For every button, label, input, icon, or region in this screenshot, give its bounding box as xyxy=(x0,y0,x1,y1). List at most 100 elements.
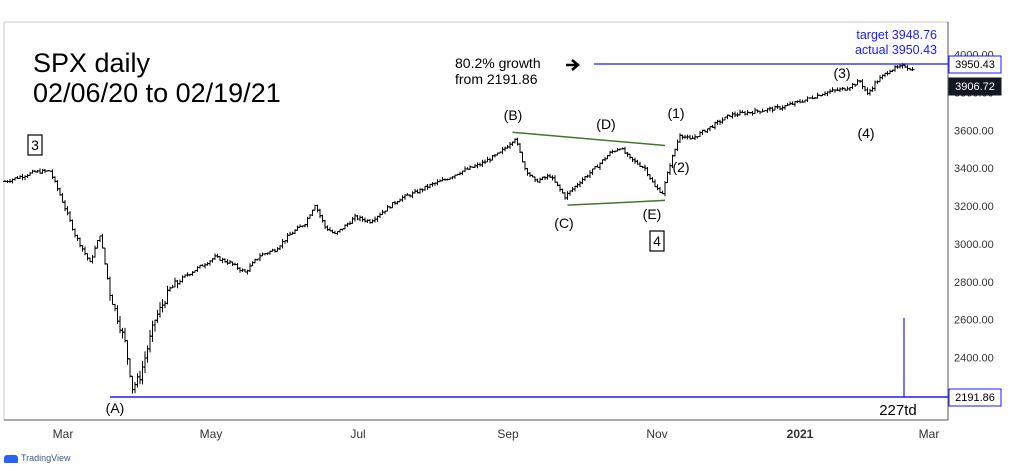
price-bar xyxy=(705,128,710,133)
price-bar xyxy=(663,181,667,197)
price-bar xyxy=(40,168,45,174)
price-bar xyxy=(235,262,240,270)
duration-label: 227td xyxy=(879,402,917,419)
price-bar xyxy=(220,257,225,264)
price-bar xyxy=(173,277,177,288)
price-bar xyxy=(150,320,155,342)
price-bar xyxy=(910,67,915,71)
price-bar xyxy=(868,88,872,96)
y-tick-label: 3000.00 xyxy=(954,239,994,251)
price-bar xyxy=(130,375,135,394)
price-bar xyxy=(440,176,445,182)
price-bar xyxy=(273,248,277,253)
x-tick-label: Mar xyxy=(53,427,74,441)
price-bar xyxy=(250,261,255,267)
x-tick-label: 2021 xyxy=(787,427,814,441)
price-bar xyxy=(525,167,530,176)
price-bar xyxy=(575,182,580,188)
tradingview-watermark: TradingView xyxy=(4,453,71,463)
price-bar xyxy=(153,319,157,332)
price-bar xyxy=(203,262,207,269)
y-tick-label: 2600.00 xyxy=(954,315,994,327)
price-bar xyxy=(140,360,145,385)
wave-label: (4) xyxy=(857,125,874,141)
price-bar xyxy=(545,173,550,180)
price-bar xyxy=(353,213,357,222)
price-bar xyxy=(430,182,435,187)
wave-label: 3 xyxy=(27,134,43,156)
wave-box xyxy=(27,134,43,156)
price-bar xyxy=(65,206,70,216)
price-bar xyxy=(773,105,777,111)
price-bar xyxy=(538,177,542,184)
price-bar xyxy=(180,275,185,283)
price-bar xyxy=(225,259,230,265)
price-bar xyxy=(363,217,367,223)
price-tag-text: 3950.43 xyxy=(955,59,995,71)
wave-label: 4 xyxy=(649,230,665,252)
wave-label: (D) xyxy=(596,116,615,132)
price-bar xyxy=(288,231,292,236)
chart-title: SPX daily 02/06/20 to 02/19/21 xyxy=(33,48,281,108)
price-bar xyxy=(295,225,300,231)
title-line-2: 02/06/20 to 02/19/21 xyxy=(33,78,281,108)
wave-label: (1) xyxy=(667,105,684,121)
price-bar xyxy=(360,216,365,222)
price-bar xyxy=(133,382,137,394)
price-bar xyxy=(508,142,512,149)
y-tick-label: 3400.00 xyxy=(954,163,994,175)
price-bar xyxy=(378,212,382,219)
price-bar xyxy=(385,204,390,212)
price-bar xyxy=(855,79,860,86)
price-bar xyxy=(468,165,472,170)
price-bar xyxy=(905,65,910,71)
price-bar xyxy=(73,228,77,238)
wave-label: (C) xyxy=(554,215,573,231)
price-bar xyxy=(475,162,480,169)
price-bar xyxy=(148,329,152,353)
growth-line-1: 80.2% growth xyxy=(455,55,541,71)
price-bar xyxy=(163,300,167,309)
price-bar xyxy=(668,163,672,175)
growth-line-2: from 2191.86 xyxy=(455,71,538,87)
price-bar xyxy=(315,204,320,213)
price-bar xyxy=(350,216,355,224)
wave-box xyxy=(649,230,665,252)
wave-text: (B) xyxy=(504,107,523,123)
price-bar xyxy=(103,247,107,265)
triangle-upper-line xyxy=(512,131,666,147)
price-bar xyxy=(435,179,440,186)
price-bar xyxy=(628,153,632,160)
price-bar xyxy=(678,133,682,143)
price-bar xyxy=(480,159,485,167)
price-bar xyxy=(98,235,102,242)
price-bar xyxy=(608,150,612,157)
price-bar xyxy=(128,358,132,378)
price-bar xyxy=(753,107,757,114)
wave-label: (B) xyxy=(504,107,523,123)
price-bar xyxy=(165,285,170,305)
price-tag: 3906.72 xyxy=(948,77,1002,96)
price-bar xyxy=(120,327,125,339)
price-bar xyxy=(178,279,182,285)
price-bar xyxy=(318,208,322,219)
price-bar xyxy=(768,106,772,112)
price-bar xyxy=(653,179,657,188)
price-bar xyxy=(70,219,75,231)
price-bar xyxy=(160,299,165,313)
price-tag-text: 2191.86 xyxy=(955,392,995,404)
price-bar xyxy=(590,168,595,176)
price-bar xyxy=(93,245,97,258)
price-bar xyxy=(370,219,375,224)
wave-text: (A) xyxy=(106,400,125,416)
price-bar xyxy=(25,174,30,178)
x-tick-label: Jul xyxy=(350,427,365,441)
price-bar xyxy=(400,195,405,202)
x-tick-label: Mar xyxy=(919,427,940,441)
price-bar xyxy=(85,253,90,261)
y-tick-label: 2400.00 xyxy=(954,353,994,365)
price-bar xyxy=(155,309,160,323)
wave-text: 3 xyxy=(31,137,39,153)
price-bar xyxy=(720,117,725,124)
tradingview-logo-icon xyxy=(4,454,18,463)
